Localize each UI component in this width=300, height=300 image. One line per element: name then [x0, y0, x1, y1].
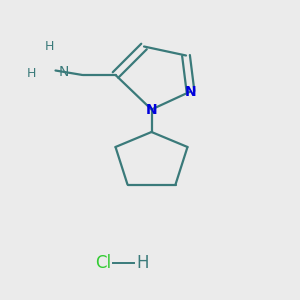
- Text: H: H: [27, 67, 36, 80]
- Text: N: N: [185, 85, 196, 98]
- Text: Cl: Cl: [95, 254, 111, 272]
- Text: N: N: [58, 65, 69, 79]
- Text: H: H: [136, 254, 149, 272]
- Text: H: H: [45, 40, 54, 53]
- Text: N: N: [146, 103, 157, 116]
